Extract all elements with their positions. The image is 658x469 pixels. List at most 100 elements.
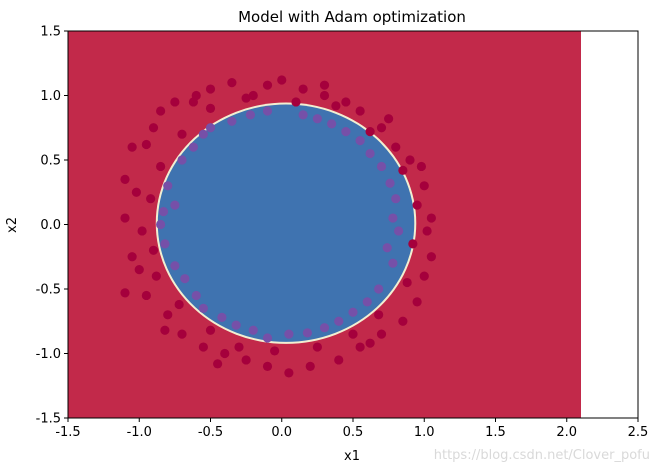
scatter-point-class-0 bbox=[402, 277, 412, 288]
scatter-point-class-0 bbox=[248, 90, 258, 101]
scatter-point-class-1 bbox=[312, 114, 322, 124]
scatter-point-class-0 bbox=[177, 129, 187, 139]
scatter-point-class-0 bbox=[291, 97, 301, 107]
x-axis-ticks: -1.5 -1.0 -0.5 0.0 0.5 1.0 1.5 2.0 2.5 bbox=[55, 418, 648, 440]
scatter-point-class-0 bbox=[376, 329, 387, 339]
y-axis-ticks: -1.5 -1.0 -0.5 0.0 0.5 1.0 1.5 bbox=[36, 25, 68, 427]
scatter-point-class-0 bbox=[120, 174, 130, 184]
scatter-point-class-1 bbox=[388, 258, 398, 268]
scatter-point-class-0 bbox=[262, 80, 273, 90]
scatter-point-class-0 bbox=[188, 97, 198, 107]
scatter-point-class-0 bbox=[391, 142, 401, 152]
scatter-point-class-1 bbox=[191, 290, 201, 301]
scatter-point-class-1 bbox=[170, 200, 180, 210]
scatter-point-class-0 bbox=[151, 271, 161, 281]
scatter-series-class-1 bbox=[156, 106, 404, 343]
plot-area bbox=[67, 30, 639, 419]
x-tick-label: 1.5 bbox=[485, 425, 506, 440]
scatter-series-class-0 bbox=[120, 75, 436, 378]
scatter-point-class-1 bbox=[388, 213, 398, 223]
scatter-point-class-1 bbox=[382, 243, 392, 253]
scatter-point-class-0 bbox=[170, 97, 180, 107]
scatter-point-class-0 bbox=[412, 200, 422, 210]
scatter-point-class-1 bbox=[362, 297, 372, 307]
scatter-point-class-0 bbox=[426, 213, 436, 223]
scatter-point-class-1 bbox=[180, 274, 190, 284]
scatter-point-class-0 bbox=[120, 213, 130, 223]
scatter-point-class-1 bbox=[394, 226, 404, 236]
scatter-point-class-1 bbox=[385, 178, 395, 188]
scatter-point-class-0 bbox=[148, 123, 159, 133]
scatter-point-class-1 bbox=[365, 148, 375, 159]
scatter-point-class-0 bbox=[141, 139, 151, 150]
scatter-point-class-0 bbox=[156, 106, 166, 116]
x-tick-label: 2.0 bbox=[556, 425, 577, 440]
y-tick-label: -1.0 bbox=[36, 347, 61, 362]
scatter-point-class-0 bbox=[227, 78, 237, 88]
x-axis-label: x1 bbox=[344, 449, 360, 464]
scatter-point-class-1 bbox=[355, 136, 365, 146]
scatter-point-class-0 bbox=[198, 342, 208, 352]
scatter-point-class-0 bbox=[205, 103, 216, 113]
scatter-point-class-0 bbox=[365, 127, 375, 137]
scatter-point-class-1 bbox=[376, 161, 387, 172]
scatter-point-class-0 bbox=[348, 329, 358, 339]
scatter-point-class-0 bbox=[174, 299, 184, 310]
scatter-point-class-0 bbox=[419, 271, 429, 281]
scatter-point-class-0 bbox=[355, 342, 365, 352]
scatter-point-class-0 bbox=[277, 75, 287, 85]
scatter-point-class-1 bbox=[177, 155, 187, 165]
x-tick-label: 1.0 bbox=[414, 425, 435, 440]
scatter-point-class-0 bbox=[355, 106, 365, 116]
scatter-point-class-0 bbox=[312, 342, 322, 352]
scatter-point-class-0 bbox=[220, 348, 230, 359]
scatter-point-class-0 bbox=[331, 101, 341, 111]
scatter-point-class-1 bbox=[348, 307, 358, 317]
y-tick-label: 1.5 bbox=[40, 25, 61, 40]
scatter-point-class-1 bbox=[298, 110, 308, 120]
scatter-point-class-1 bbox=[163, 181, 173, 191]
scatter-point-class-0 bbox=[305, 361, 315, 371]
scatter-point-class-1 bbox=[341, 127, 351, 137]
scatter-point-class-1 bbox=[188, 142, 198, 152]
y-tick-label: 1.0 bbox=[40, 89, 61, 104]
scatter-point-class-0 bbox=[319, 90, 330, 101]
scatter-point-class-0 bbox=[134, 265, 144, 275]
scatter-point-class-1 bbox=[302, 328, 312, 338]
scatter-point-class-1 bbox=[160, 239, 170, 249]
scatter-point-class-1 bbox=[284, 329, 294, 339]
x-tick-label: 0.5 bbox=[343, 425, 364, 440]
scatter-point-class-1 bbox=[245, 110, 255, 120]
scatter-point-class-0 bbox=[365, 338, 375, 348]
scatter-point-class-0 bbox=[205, 325, 216, 335]
scatter-point-class-0 bbox=[398, 316, 408, 326]
scatter-point-class-0 bbox=[141, 290, 151, 301]
y-axis-label: x2 bbox=[5, 217, 20, 233]
y-tick-label: 0.0 bbox=[40, 218, 61, 233]
scatter-point-class-0 bbox=[334, 355, 344, 365]
scatter-point-class-0 bbox=[127, 142, 137, 152]
scatter-point-class-1 bbox=[248, 325, 258, 335]
scatter-point-class-0 bbox=[205, 84, 216, 94]
watermark-text: https://blog.csdn.net/Clover_pofu bbox=[433, 448, 650, 463]
scatter-point-class-0 bbox=[120, 288, 130, 298]
y-tick-label: -1.5 bbox=[36, 412, 61, 427]
scatter-point-class-0 bbox=[341, 97, 351, 107]
scatter-point-class-0 bbox=[241, 93, 251, 103]
scatter-point-class-1 bbox=[158, 207, 169, 217]
scatter-point-class-1 bbox=[217, 312, 227, 322]
scatter-point-class-1 bbox=[198, 129, 208, 139]
x-tick-label: -1.5 bbox=[55, 425, 80, 440]
scatter-point-class-1 bbox=[327, 119, 337, 129]
scatter-point-class-1 bbox=[198, 303, 208, 313]
scatter-point-class-0 bbox=[262, 361, 273, 371]
scatter-point-class-0 bbox=[270, 346, 280, 356]
scatter-point-class-0 bbox=[408, 239, 418, 249]
scatter-point-class-1 bbox=[231, 320, 241, 330]
scatter-point-class-0 bbox=[160, 325, 170, 335]
scatter-point-class-0 bbox=[405, 155, 415, 165]
scatter-point-class-0 bbox=[177, 329, 187, 339]
chart-title: Model with Adam optimization bbox=[238, 8, 466, 26]
scatter-point-class-0 bbox=[156, 161, 166, 172]
y-tick-label: -0.5 bbox=[36, 283, 61, 298]
